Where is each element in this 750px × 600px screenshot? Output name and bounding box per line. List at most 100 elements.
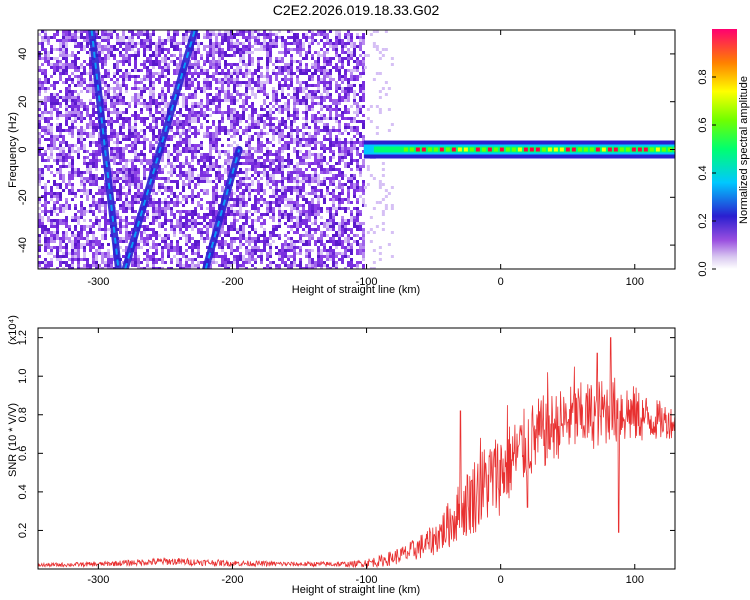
noise-cell	[269, 264, 272, 267]
noise-cell	[227, 258, 230, 261]
noise-cell	[308, 249, 311, 252]
noise-cell	[281, 132, 284, 138]
noise-cell	[326, 210, 329, 213]
noise-cell	[68, 132, 71, 135]
noise-cell	[212, 147, 215, 150]
noise-cell	[242, 195, 245, 198]
noise-cell	[206, 135, 209, 138]
noise-cell	[320, 66, 323, 69]
noise-cell	[233, 219, 236, 222]
noise-cell	[227, 42, 230, 45]
noise-cell	[158, 243, 161, 246]
noise-cell	[335, 198, 338, 201]
noise-cell	[38, 69, 41, 72]
noise-cell	[266, 111, 269, 117]
noise-cell	[59, 192, 62, 198]
noise-cell	[329, 150, 332, 153]
noise-cell	[71, 240, 74, 246]
noise-cell	[71, 111, 74, 114]
noise-cell	[143, 54, 146, 57]
noise-cell	[194, 135, 197, 138]
noise-cell	[278, 162, 281, 165]
signal-band-peak	[547, 147, 552, 152]
noise-cell	[47, 228, 50, 231]
noise-cell	[308, 258, 311, 261]
noise-cell	[113, 153, 116, 156]
noise-cell	[344, 183, 347, 186]
noise-cell	[338, 102, 341, 105]
noise-cell	[263, 213, 266, 216]
noise-cell	[119, 126, 122, 132]
noise-cell	[83, 156, 86, 159]
noise-cell	[161, 123, 164, 126]
noise-cell	[362, 165, 365, 168]
noise-cell	[191, 237, 194, 240]
noise-cell	[263, 267, 266, 269]
noise-cell	[137, 255, 140, 258]
noise-cell	[146, 78, 149, 81]
noise-cell	[143, 228, 146, 231]
noise-cell	[140, 261, 143, 264]
noise-cell	[356, 183, 359, 186]
noise-cell	[230, 228, 233, 231]
noise-cell	[287, 42, 290, 45]
noise-cell	[47, 201, 50, 204]
noise-cell	[50, 99, 53, 102]
noise-cell	[140, 117, 143, 123]
noise-cell	[323, 114, 326, 117]
noise-cell	[170, 219, 173, 222]
noise-cell	[323, 51, 326, 54]
noise-cell	[362, 72, 365, 75]
noise-cell	[125, 84, 128, 87]
noise-cell	[137, 114, 140, 120]
noise-cell	[131, 36, 134, 39]
noise-cell	[287, 159, 290, 162]
noise-cell	[146, 168, 149, 171]
noise-cell	[38, 213, 41, 219]
noise-cell	[326, 33, 329, 39]
signal-band-peak	[415, 147, 420, 152]
noise-cell	[110, 51, 113, 54]
noise-cell	[38, 84, 41, 87]
noise-cell	[209, 114, 212, 117]
noise-cell	[212, 210, 215, 216]
noise-cell	[350, 39, 353, 42]
noise-cell	[239, 186, 242, 189]
signal-band-peak	[445, 147, 450, 152]
noise-cell	[251, 165, 254, 171]
noise-cell	[74, 150, 77, 153]
noise-cell	[230, 120, 233, 123]
noise-cell	[191, 84, 194, 87]
noise-cell	[140, 267, 143, 269]
noise-cell	[101, 192, 104, 195]
noise-cell	[50, 75, 53, 78]
noise-cell	[128, 237, 131, 240]
noise-cell	[77, 114, 80, 117]
noise-cell	[260, 135, 263, 138]
noise-cell	[281, 117, 284, 123]
noise-cell	[170, 39, 173, 42]
noise-cell	[176, 204, 179, 207]
noise-cell	[317, 42, 320, 45]
noise-cell	[233, 192, 236, 195]
noise-cell	[254, 219, 257, 222]
noise-cell	[302, 81, 305, 84]
noise-cell	[104, 102, 107, 105]
noise-cell	[275, 165, 278, 168]
noise-cell	[95, 150, 98, 153]
noise-cell	[356, 189, 359, 192]
noise-cell	[89, 219, 92, 222]
noise-cell	[356, 141, 359, 144]
noise-cell	[356, 234, 359, 237]
noise-cell	[44, 78, 47, 84]
noise-cell	[200, 69, 203, 72]
noise-cell	[350, 168, 353, 171]
noise-cell	[269, 267, 272, 269]
noise-cell	[80, 102, 83, 105]
noise-cell	[281, 180, 284, 183]
noise-cell	[179, 114, 182, 117]
noise-cell	[209, 132, 212, 138]
noise-cell	[107, 39, 110, 42]
noise-cell	[197, 111, 200, 114]
noise-cell	[182, 36, 185, 42]
